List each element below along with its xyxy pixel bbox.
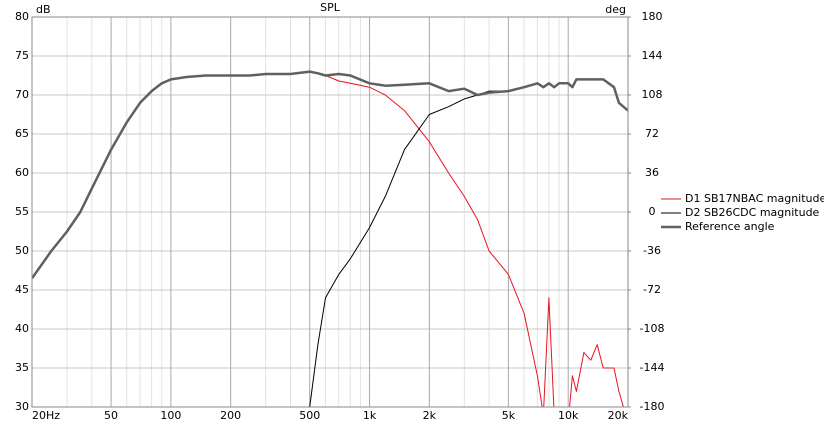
y-tick-label: 60 <box>15 166 29 179</box>
y2-axis-label: deg <box>605 3 626 16</box>
y2-tick-label: -108 <box>640 322 665 335</box>
x-tick-label: 5k <box>502 409 516 422</box>
series-line <box>32 70 628 280</box>
y2-tick-label: 144 <box>642 49 663 62</box>
y-tick-label: 65 <box>15 127 29 140</box>
y-tick-label: 70 <box>15 88 29 101</box>
x-tick-label: 100 <box>160 409 181 422</box>
x-tick-label: 2k <box>423 409 437 422</box>
y-tick-label: 55 <box>15 205 29 218</box>
y-tick-label: 75 <box>15 49 29 62</box>
plot-lines <box>32 70 628 407</box>
legend-label: Reference angle <box>685 220 775 233</box>
y2-tick-label: 72 <box>645 127 659 140</box>
x-tick-label: 50 <box>104 409 118 422</box>
y-tick-label: 80 <box>15 10 29 23</box>
y2-tick-label: -180 <box>640 400 665 413</box>
y-tick-label: 50 <box>15 244 29 257</box>
y-tick-label: 30 <box>15 400 29 413</box>
x-tick-label: 200 <box>220 409 241 422</box>
x-tick-label: 500 <box>299 409 320 422</box>
y2-tick-label: 108 <box>642 88 663 101</box>
legend-label: D1 SB17NBAC magnitude <box>685 192 824 205</box>
x-tick-label: 20Hz <box>32 409 60 422</box>
series-line <box>309 78 628 407</box>
x-tick-label: 10k <box>558 409 579 422</box>
chart-title: SPL <box>320 1 341 14</box>
x-tick-label: 1k <box>363 409 377 422</box>
y2-tick-label: 180 <box>642 10 663 23</box>
series-line <box>32 71 624 407</box>
y-tick-label: 35 <box>15 361 29 374</box>
y2-tick-label: -36 <box>643 244 661 257</box>
y2-tick-label: 36 <box>645 166 659 179</box>
legend-label: D2 SB26CDC magnitude <box>685 206 820 219</box>
y-tick-label: 45 <box>15 283 29 296</box>
y-axis-label: dB <box>36 3 51 16</box>
y-tick-label: 40 <box>15 322 29 335</box>
y2-tick-label: 0 <box>649 205 656 218</box>
y2-tick-label: -144 <box>640 361 665 374</box>
y2-tick-label: -72 <box>643 283 661 296</box>
x-tick-label: 20k <box>608 409 629 422</box>
